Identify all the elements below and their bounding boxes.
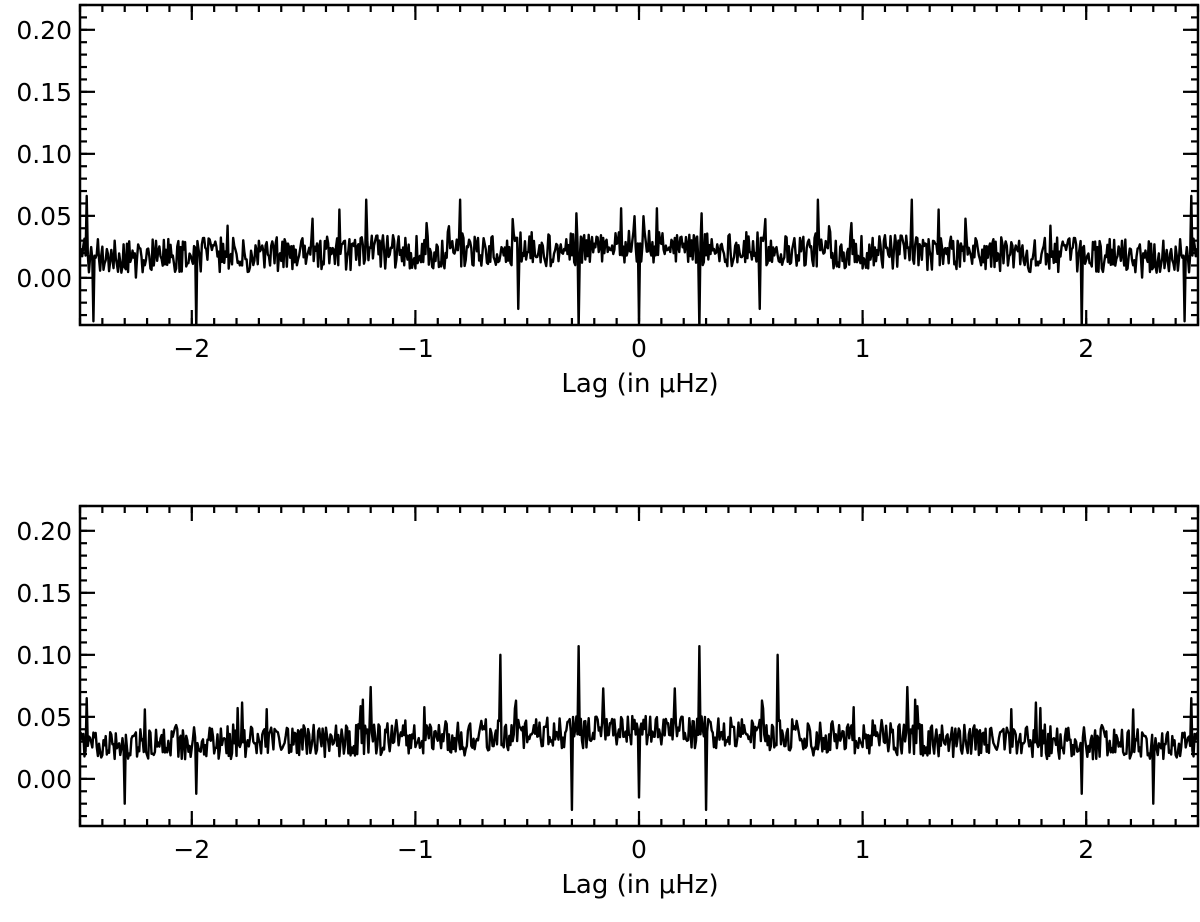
x-tick-label: 1 — [855, 334, 871, 363]
series-line — [80, 194, 1198, 325]
y-tick-label: 0.10 — [16, 641, 72, 670]
x-axis-label: Lag (in μHz) — [561, 870, 718, 900]
x-tick-label: −2 — [173, 835, 210, 864]
x-tick-label: 0 — [631, 835, 647, 864]
x-tick-label: 1 — [855, 835, 871, 864]
panel-top: −2 −1 0 1 2 0.00 0.05 0.10 0.15 0.20 Lag (in μHz) — [16, 3, 1200, 399]
y-tick-label: 0.00 — [16, 765, 72, 794]
x-tick-label: 2 — [1078, 334, 1094, 363]
y-tick-label: 0.15 — [16, 78, 72, 107]
x-tick-label: 2 — [1078, 835, 1094, 864]
y-tick-label: 0.15 — [16, 579, 72, 608]
y-tick-label: 0.05 — [16, 202, 72, 231]
x-tick-label: −2 — [173, 334, 210, 363]
x-tick-label: −1 — [397, 835, 434, 864]
x-axis-label: Lag (in μHz) — [561, 369, 718, 399]
y-tick-label: 0.00 — [16, 264, 72, 293]
x-tick-label: 0 — [631, 334, 647, 363]
y-tick-label: 0.20 — [16, 16, 72, 45]
series-line — [80, 644, 1198, 812]
panel-bottom: −2 −1 0 1 2 0.00 0.05 0.10 0.15 0.20 Lag (in μHz) — [16, 504, 1200, 900]
y-tick-label: 0.05 — [16, 703, 72, 732]
x-tick-label: −1 — [397, 334, 434, 363]
y-tick-label: 0.20 — [16, 517, 72, 546]
y-tick-label: 0.10 — [16, 140, 72, 169]
